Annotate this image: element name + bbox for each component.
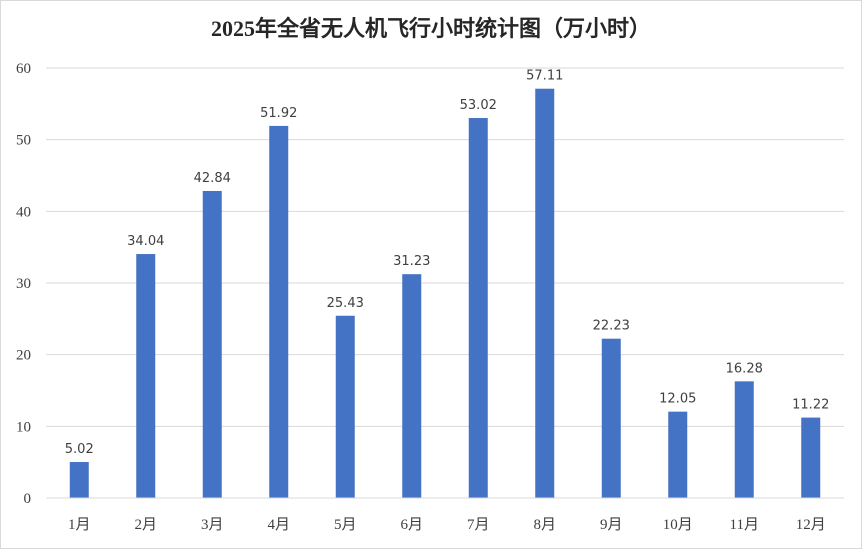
axes: 0 10 20 30 40 50 60 1月 2月 3月 4月 5月 6月 7月 8月 9月 10月 11月 12月 bbox=[16, 61, 844, 533]
data-label: 12.05 bbox=[659, 392, 696, 407]
bar bbox=[601, 338, 621, 498]
y-tick-label: 60 bbox=[16, 61, 31, 77]
data-label: 31.23 bbox=[393, 254, 430, 269]
bar bbox=[335, 315, 355, 498]
bar bbox=[468, 118, 488, 499]
data-label: 42.84 bbox=[194, 171, 231, 186]
y-tick-label: 40 bbox=[16, 204, 31, 220]
data-label: 53.02 bbox=[460, 98, 497, 113]
y-tick-label: 10 bbox=[16, 419, 31, 435]
x-tick-label: 10月 bbox=[663, 517, 693, 533]
data-label: 22.23 bbox=[593, 319, 630, 334]
x-tick-label: 8月 bbox=[533, 517, 556, 533]
y-tick-label: 0 bbox=[24, 491, 32, 507]
bar bbox=[69, 462, 89, 498]
gridlines bbox=[46, 67, 844, 427]
data-label: 5.02 bbox=[65, 442, 94, 457]
x-tick-label: 4月 bbox=[267, 517, 290, 533]
data-labels: 5.02 34.04 42.84 51.92 25.43 31.23 53.02 57.11 2… bbox=[65, 69, 830, 457]
data-label: 11.22 bbox=[792, 398, 829, 413]
data-label: 16.28 bbox=[726, 361, 763, 376]
bar bbox=[734, 381, 754, 498]
x-tick-label: 2月 bbox=[134, 517, 157, 533]
x-tick-label: 3月 bbox=[201, 517, 224, 533]
data-label: 57.11 bbox=[526, 69, 563, 84]
bar bbox=[269, 125, 289, 498]
bar bbox=[535, 88, 555, 498]
chart-title: 2025年全省无人机飞行小时统计图（万小时） bbox=[210, 16, 651, 41]
x-tick-label: 12月 bbox=[796, 517, 826, 533]
bars bbox=[69, 88, 821, 499]
data-label: 34.04 bbox=[127, 234, 164, 249]
y-tick-label: 50 bbox=[16, 133, 31, 149]
bar bbox=[136, 254, 156, 498]
data-label: 51.92 bbox=[260, 106, 297, 121]
bar bbox=[668, 411, 688, 498]
x-tick-label: 1月 bbox=[68, 517, 91, 533]
x-tick-label: 11月 bbox=[730, 517, 759, 533]
data-label: 25.43 bbox=[327, 296, 364, 311]
bar bbox=[801, 417, 821, 498]
y-tick-label: 30 bbox=[16, 276, 31, 292]
x-tick-label: 9月 bbox=[600, 517, 623, 533]
bar bbox=[202, 190, 222, 499]
x-tick-label: 6月 bbox=[400, 517, 423, 533]
y-tick-label: 20 bbox=[16, 348, 31, 364]
x-tick-label: 5月 bbox=[334, 517, 357, 533]
bar bbox=[402, 274, 422, 498]
x-tick-label: 7月 bbox=[467, 517, 490, 533]
